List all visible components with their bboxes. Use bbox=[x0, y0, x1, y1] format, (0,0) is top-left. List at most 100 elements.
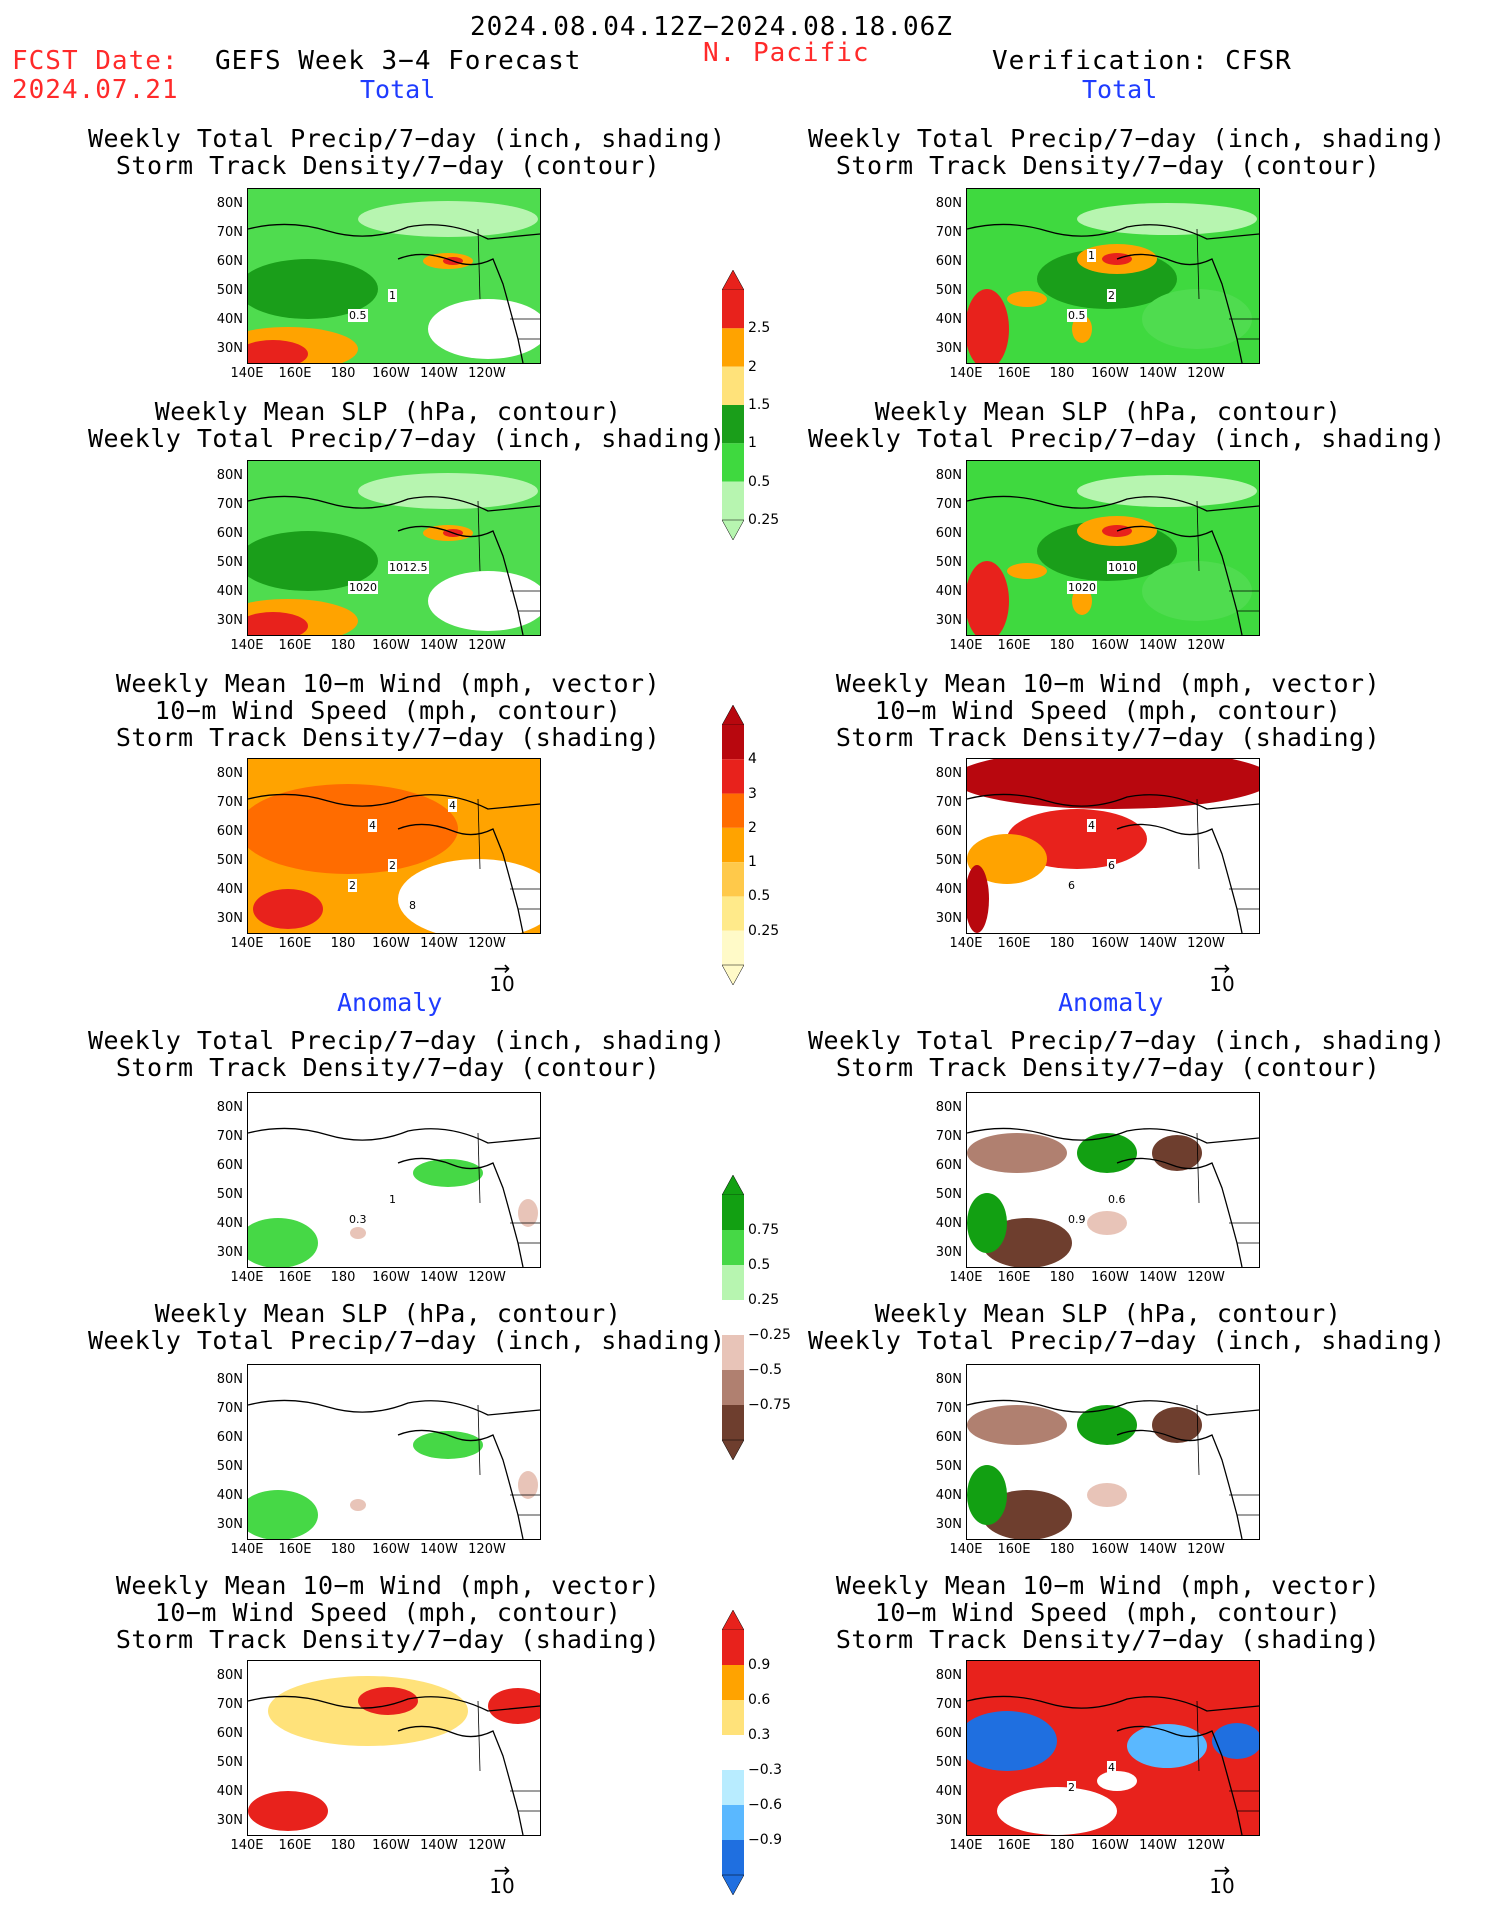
lat-tick-label: 60N bbox=[216, 1726, 243, 1741]
model-title: GEFS Week 3−4 Forecast bbox=[215, 46, 582, 76]
lon-tick-label: 120W bbox=[468, 1542, 506, 1557]
lon-tick-label: 140W bbox=[1139, 1270, 1177, 1285]
lon-tick-label: 180 bbox=[330, 1270, 356, 1285]
contour-label: 0.9 bbox=[1067, 1213, 1087, 1226]
panel-title-line: Storm Track Density/7−day (contour) bbox=[835, 151, 1381, 180]
colorbar-cap bbox=[721, 1609, 745, 1631]
lon-tick-label: 160W bbox=[372, 638, 410, 653]
panel-title-line: Weekly Total Precip/7−day (inch, shading… bbox=[88, 1026, 726, 1055]
panel-title-line: Weekly Mean 10−m Wind (mph, vector) bbox=[835, 669, 1381, 698]
colorbar-segment bbox=[722, 1700, 744, 1735]
panel-title-left-6: Weekly Mean 10−m Wind (mph, vector) 10−m … bbox=[88, 1572, 688, 1653]
date-range: 2024.08.04.12Z−2024.08.18.06Z bbox=[470, 12, 953, 42]
lat-tick-label: 80N bbox=[935, 468, 962, 483]
lon-tick-label: 180 bbox=[1049, 936, 1075, 951]
contour-label: 2 bbox=[388, 859, 397, 872]
lat-tick-label: 40N bbox=[216, 312, 243, 327]
panel-title-line: Storm Track Density/7−day (contour) bbox=[115, 151, 661, 180]
lat-tick-label: 40N bbox=[935, 312, 962, 327]
contour-label: 4 bbox=[448, 799, 457, 812]
lat-tick-label: 30N bbox=[935, 911, 962, 926]
panel-title-right-4: Weekly Total Precip/7−day (inch, shading… bbox=[808, 1027, 1445, 1081]
colorbar-segment bbox=[722, 328, 744, 367]
lon-tick-label: 160W bbox=[372, 1838, 410, 1853]
lat-tick-label: 70N bbox=[216, 1697, 243, 1712]
lat-tick-label: 70N bbox=[935, 795, 962, 810]
lon-tick-label: 140E bbox=[949, 638, 983, 653]
lat-tick-label: 70N bbox=[216, 497, 243, 512]
contour-label: 0.6 bbox=[1107, 1193, 1127, 1206]
colorbar-segment bbox=[722, 1840, 744, 1875]
contour-label: 1020 bbox=[1067, 581, 1097, 594]
lat-tick-label: 80N bbox=[216, 1668, 243, 1683]
section-total-right: Total bbox=[1082, 75, 1158, 104]
lon-tick-label: 160E bbox=[997, 936, 1031, 951]
lon-tick-label: 160E bbox=[997, 1838, 1031, 1853]
lat-tick-label: 60N bbox=[216, 824, 243, 839]
colorbar-segment bbox=[722, 1630, 744, 1665]
lat-tick-label: 30N bbox=[935, 613, 962, 628]
lon-tick-label: 140W bbox=[420, 1542, 458, 1557]
lat-tick-label: 50N bbox=[216, 555, 243, 570]
lat-tick-label: 50N bbox=[935, 555, 962, 570]
fcst-label: FCST Date: bbox=[12, 46, 179, 76]
lat-tick-label: 30N bbox=[216, 1813, 243, 1828]
colorbar-segment bbox=[722, 1230, 744, 1265]
lon-tick-label: 160E bbox=[278, 1270, 312, 1285]
colorbar-segment bbox=[722, 896, 744, 931]
vector-scale-label: 10 bbox=[1209, 1874, 1235, 1898]
lat-tick-label: 30N bbox=[216, 341, 243, 356]
panel-title-line: Weekly Mean SLP (hPa, contour) bbox=[874, 397, 1342, 426]
lat-tick-label: 80N bbox=[216, 196, 243, 211]
lon-tick-label: 140W bbox=[1139, 638, 1177, 653]
panel-title-line: Weekly Total Precip/7−day (inch, shading… bbox=[88, 1326, 726, 1355]
verification-title: Verification: CFSR bbox=[992, 46, 1292, 76]
lon-tick-label: 180 bbox=[1049, 638, 1075, 653]
panel-title-right-1: Weekly Total Precip/7−day (inch, shading… bbox=[808, 125, 1445, 180]
lat-tick-label: 50N bbox=[216, 1459, 243, 1474]
colorbar-precip_anom bbox=[721, 1174, 745, 1461]
contour-label: 1020 bbox=[348, 581, 378, 594]
contour-label: 0.3 bbox=[348, 1213, 368, 1226]
colorbar-label: 0.5 bbox=[748, 1257, 771, 1273]
colorbar-segment bbox=[722, 481, 744, 520]
colorbar-label: −0.5 bbox=[748, 1362, 782, 1378]
lat-tick-label: 70N bbox=[216, 795, 243, 810]
lat-tick-label: 60N bbox=[935, 254, 962, 269]
lon-tick-label: 160E bbox=[278, 1542, 312, 1557]
colorbar-segment bbox=[722, 366, 744, 405]
lat-tick-label: 40N bbox=[216, 584, 243, 599]
lat-tick-label: 50N bbox=[216, 1755, 243, 1770]
lon-tick-label: 120W bbox=[468, 936, 506, 951]
panel-title-line: Weekly Mean 10−m Wind (mph, vector) bbox=[835, 1571, 1381, 1600]
colorbar-label: −0.75 bbox=[748, 1397, 791, 1413]
lat-tick-label: 70N bbox=[935, 225, 962, 240]
lon-tick-label: 160E bbox=[997, 1542, 1031, 1557]
contour-label: 1 bbox=[1087, 249, 1096, 262]
colorbar-label: 0.25 bbox=[748, 1292, 780, 1308]
colorbar-segment bbox=[722, 793, 744, 828]
lon-tick-label: 160E bbox=[997, 366, 1031, 381]
lon-tick-label: 140W bbox=[1139, 1838, 1177, 1853]
contour-label: 2 bbox=[348, 879, 357, 892]
lat-tick-label: 30N bbox=[216, 911, 243, 926]
panel-title-left-1: Weekly Total Precip/7−day (inch, shading… bbox=[88, 125, 725, 180]
lat-tick-label: 60N bbox=[216, 526, 243, 541]
lon-tick-label: 140E bbox=[230, 638, 264, 653]
lat-tick-label: 60N bbox=[216, 1430, 243, 1445]
colorbar-storm_total bbox=[721, 704, 745, 986]
colorbar-segment bbox=[722, 862, 744, 897]
map-panel-left-4: 1 0.3 bbox=[247, 1092, 541, 1268]
colorbar-cap bbox=[721, 269, 745, 291]
lat-tick-label: 70N bbox=[935, 1129, 962, 1144]
colorbar-precip_total bbox=[721, 269, 745, 541]
region-title: N. Pacific bbox=[703, 38, 870, 68]
lat-tick-label: 50N bbox=[216, 283, 243, 298]
panel-title-line: Weekly Mean 10−m Wind (mph, vector) bbox=[115, 1571, 661, 1600]
lon-tick-label: 160W bbox=[372, 366, 410, 381]
colorbar-storm_anom bbox=[721, 1609, 745, 1896]
panel-title-line: Weekly Total Precip/7−day (inch, shading… bbox=[808, 1326, 1446, 1355]
contour-label: 2 bbox=[1107, 289, 1116, 302]
lon-tick-label: 140E bbox=[230, 1270, 264, 1285]
